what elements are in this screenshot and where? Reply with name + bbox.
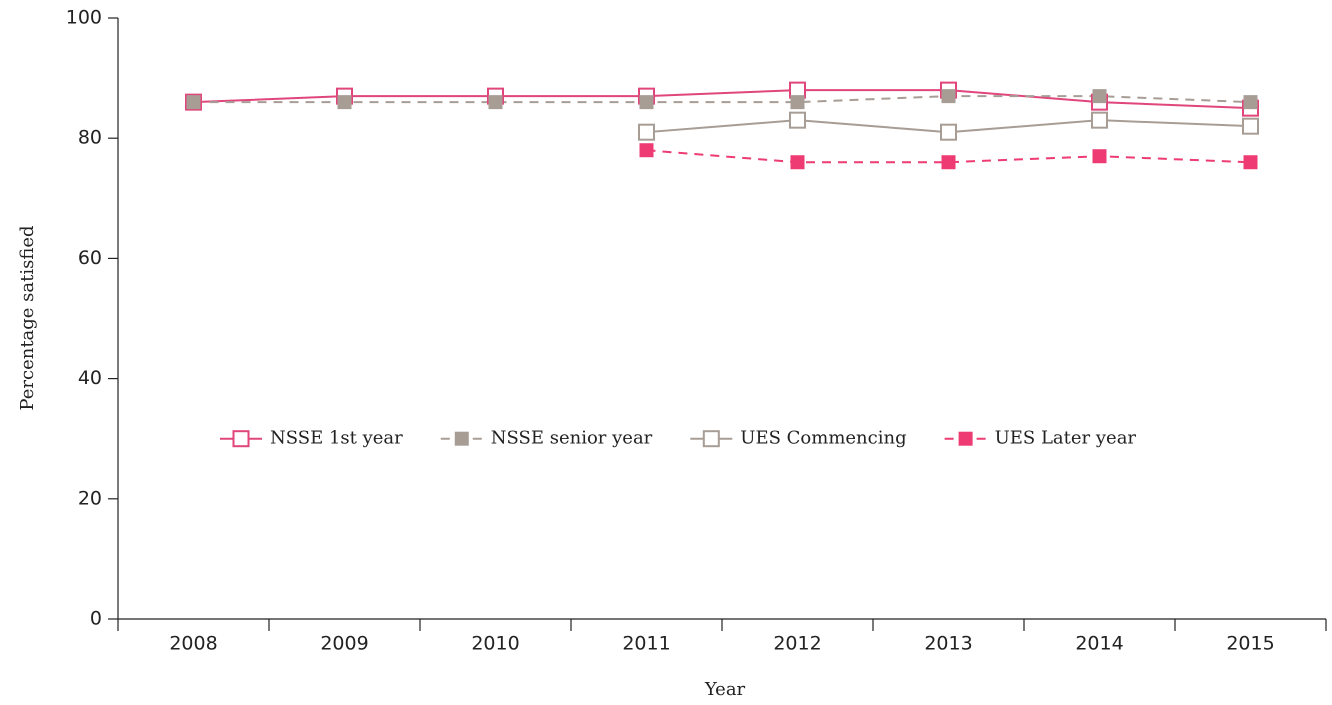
x-tick-label: 2015 <box>1226 633 1274 655</box>
marker <box>789 111 806 129</box>
series-line <box>193 89 1251 110</box>
legend-item: NSSE senior year <box>440 428 653 449</box>
marker <box>940 123 957 141</box>
x-tick-label: 2011 <box>622 633 670 655</box>
marker <box>790 155 805 170</box>
legend-item: UES Later year <box>944 428 1137 449</box>
legend-label: UES Later year <box>995 428 1137 449</box>
x-tick-label: 2010 <box>471 633 519 655</box>
x-axis-title: Year <box>704 679 746 700</box>
series-line <box>193 95 1251 104</box>
legend-item: UES Commencing <box>690 428 907 449</box>
marker <box>337 95 352 110</box>
marker <box>941 155 956 170</box>
y-tick-label: 0 <box>90 608 102 630</box>
marker <box>790 95 805 110</box>
marker <box>454 431 469 446</box>
legend-item: NSSE 1st year <box>220 428 403 449</box>
y-tick-label: 20 <box>78 487 102 509</box>
marker <box>1091 111 1108 129</box>
legend-label: NSSE senior year <box>491 428 653 449</box>
marker <box>1243 95 1258 110</box>
marker <box>958 431 973 446</box>
y-tick-label: 80 <box>78 127 102 149</box>
marker <box>232 430 250 448</box>
y-tick-label: 100 <box>66 7 102 29</box>
marker <box>186 95 201 110</box>
legend-label: NSSE 1st year <box>270 428 403 449</box>
marker <box>941 89 956 104</box>
x-tick-label: 2012 <box>773 633 821 655</box>
legend-label: UES Commencing <box>740 428 906 449</box>
marker <box>639 143 654 158</box>
marker <box>1243 155 1258 170</box>
y-tick-label: 60 <box>78 247 102 269</box>
marker <box>638 123 655 141</box>
y-tick-label: 40 <box>78 367 102 389</box>
x-tick-label: 2009 <box>320 633 368 655</box>
marker <box>1092 149 1107 164</box>
marker <box>1092 89 1107 104</box>
y-axis-title: Percentage satisfied <box>17 225 38 410</box>
marker <box>488 95 503 110</box>
marker <box>1242 117 1259 135</box>
x-tick-label: 2013 <box>924 633 972 655</box>
x-tick-label: 2014 <box>1075 633 1123 655</box>
series-line <box>646 149 1251 164</box>
marker <box>702 430 720 448</box>
x-tick-label: 2008 <box>169 633 217 655</box>
marker <box>639 95 654 110</box>
